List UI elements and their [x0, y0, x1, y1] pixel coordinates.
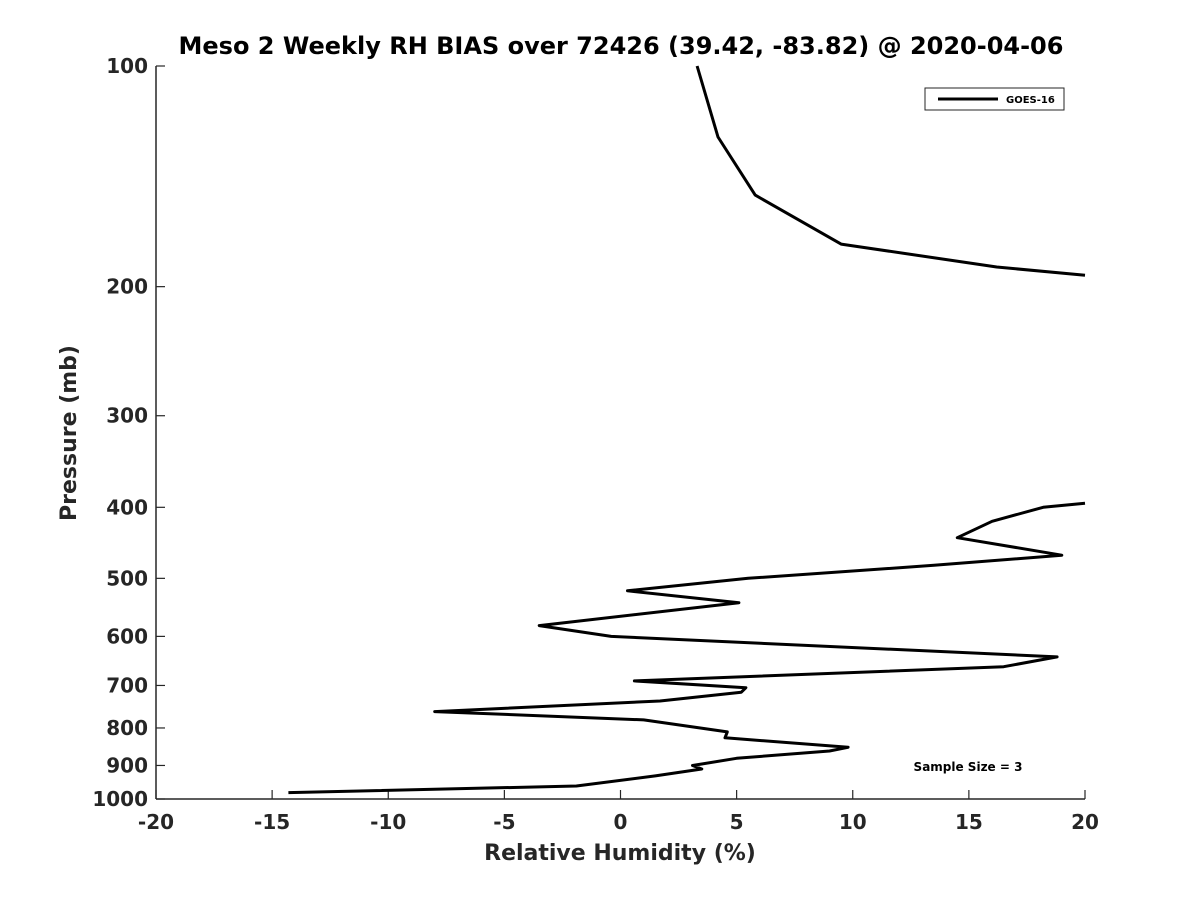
x-tick-label: 20: [1071, 810, 1099, 834]
x-tick-label: 15: [955, 810, 983, 834]
x-tick-label: -5: [493, 810, 515, 834]
y-tick-label: 500: [106, 566, 148, 590]
chart-title: Meso 2 Weekly RH BIAS over 72426 (39.42,…: [179, 32, 1064, 60]
y-tick-label: 200: [106, 275, 148, 299]
y-axis-ticks: 100 200 300 400 500 600 700 800 900 1000: [92, 54, 165, 811]
x-axis-ticks: -20 -15 -10 -5 0 5 10 15 20: [138, 790, 1099, 834]
sample-size-annotation: Sample Size = 3: [914, 760, 1023, 774]
x-axis-label: Relative Humidity (%): [484, 841, 756, 866]
y-tick-label: 800: [106, 716, 148, 740]
y-tick-label: 100: [106, 54, 148, 78]
y-tick-label: 900: [106, 753, 148, 777]
legend-label-goes-16: GOES-16: [1006, 95, 1055, 106]
y-tick-label: 600: [106, 624, 148, 648]
x-tick-label: -15: [254, 810, 290, 834]
series-line-goes-16: [288, 501, 1086, 795]
legend: GOES-16: [924, 87, 1065, 111]
x-tick-label: 0: [614, 810, 628, 834]
x-tick-label: -20: [138, 810, 174, 834]
y-tick-label: 400: [106, 495, 148, 519]
y-axis-label: Pressure (mb): [57, 345, 82, 521]
x-tick-label: 10: [839, 810, 867, 834]
series-line-goes-16: [695, 65, 1086, 277]
y-tick-label: 300: [106, 404, 148, 428]
x-tick-label: 5: [730, 810, 744, 834]
y-tick-label: 1000: [92, 787, 148, 811]
series-layer: [288, 65, 1086, 795]
y-tick-label: 700: [106, 673, 148, 697]
x-tick-label: -10: [370, 810, 406, 834]
